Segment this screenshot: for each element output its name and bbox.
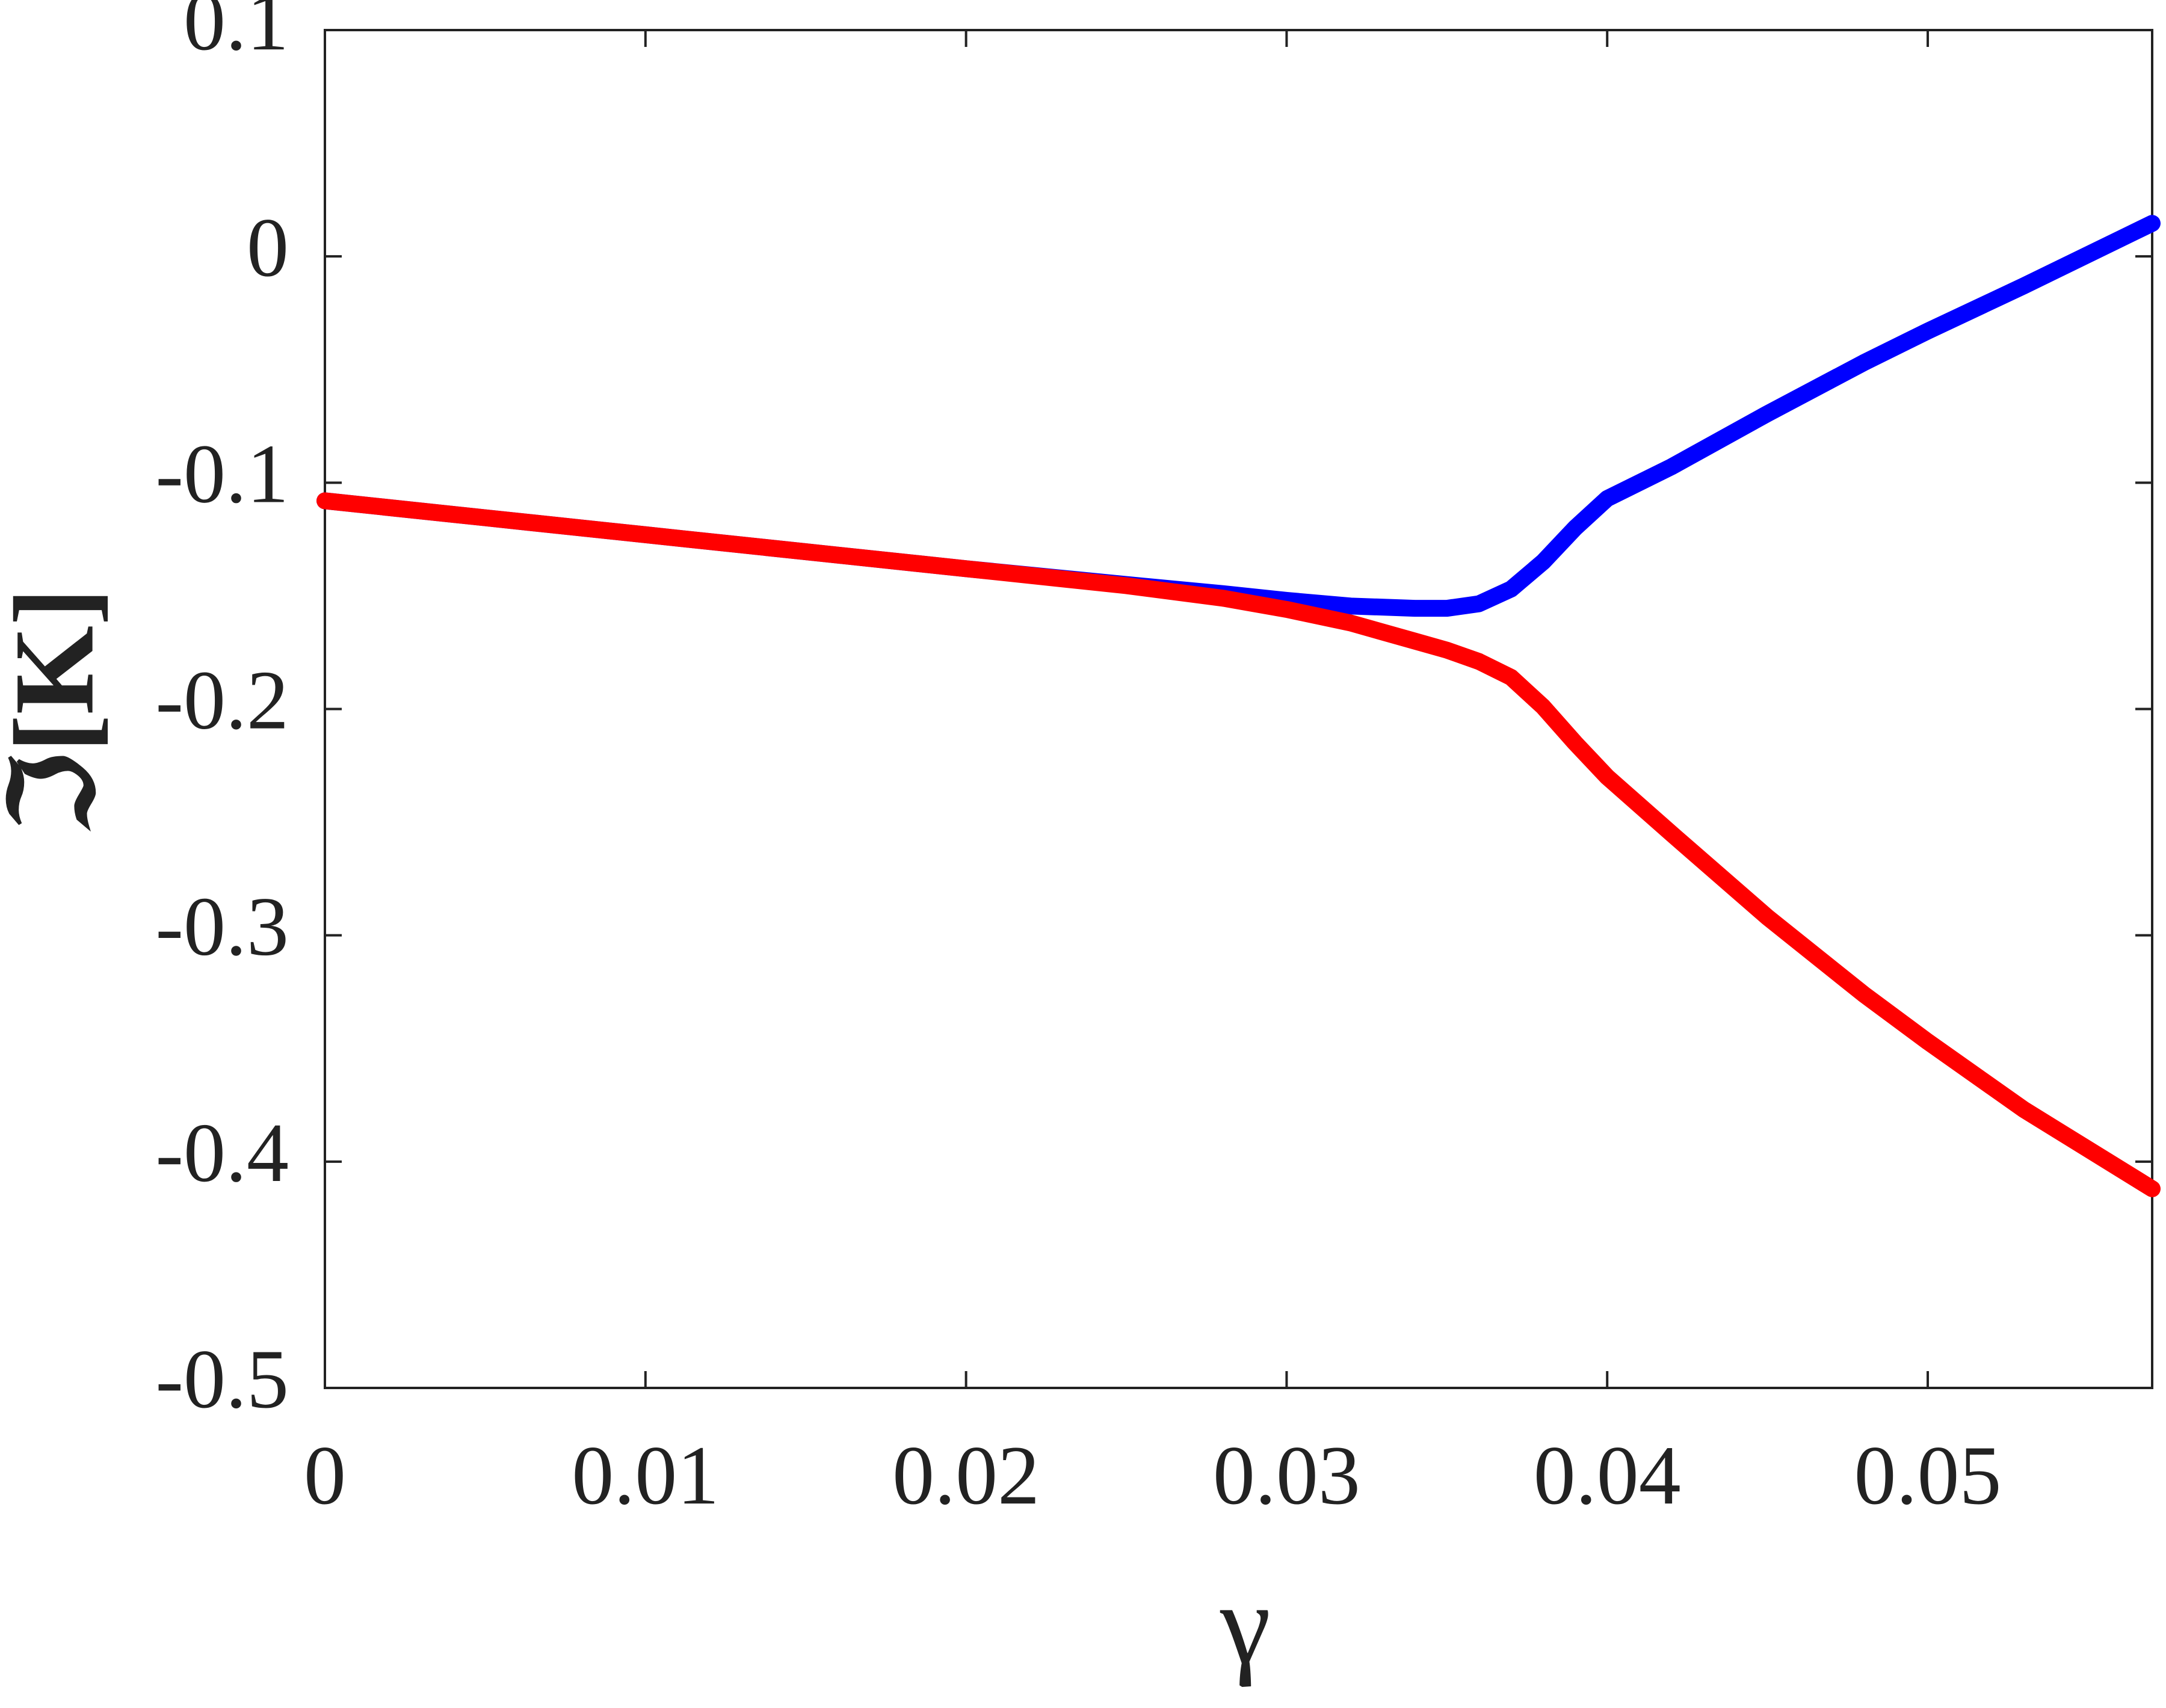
y-axis-label: ℑ[K] [0,588,118,833]
plot-frame [324,29,2153,1389]
y-tick-label: 0.1 [184,0,289,68]
line [316,492,2161,1197]
y-tick-label: 0 [247,201,289,294]
y-tick-label: -0.1 [155,427,289,520]
y-tick-label: -0.4 [155,1106,289,1200]
y-tick-label: -0.3 [155,880,289,973]
x-tick-label: 0.04 [1534,1429,1681,1522]
x-axis-label: γ [1220,1562,1271,1688]
x-tick-label: 0.01 [572,1429,719,1522]
y-tick-label: -0.2 [155,654,289,747]
line [316,215,2161,617]
x-tick-label: 0.03 [1213,1429,1360,1522]
x-tick-label: 0.02 [892,1429,1040,1522]
x-tick-label: 0.05 [1854,1429,2002,1522]
y-tick-label: -0.5 [155,1333,289,1426]
x-tick-label: 0 [304,1429,346,1522]
